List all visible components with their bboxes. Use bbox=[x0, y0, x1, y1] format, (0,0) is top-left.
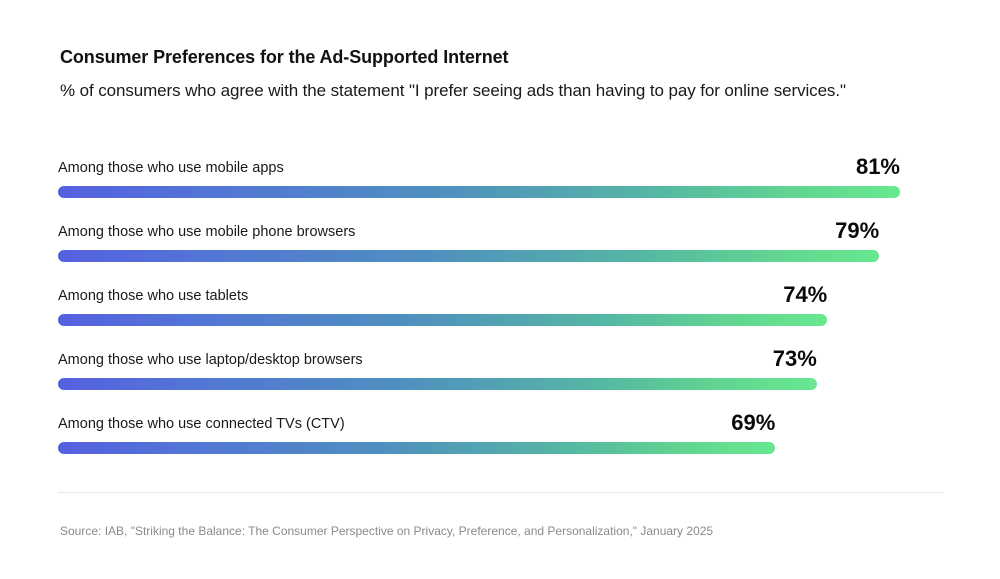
bar-row: Among those who use laptop/desktop brows… bbox=[58, 346, 958, 402]
bar-row: Among those who use mobile apps 81% bbox=[58, 154, 958, 210]
chart-title: Consumer Preferences for the Ad-Supporte… bbox=[60, 47, 509, 67]
bar-value-label: 81% bbox=[855, 154, 900, 179]
chart-subtitle: % of consumers who agree with the statem… bbox=[60, 81, 846, 100]
bar-category-label: Among those who use laptop/desktop brows… bbox=[58, 352, 363, 368]
source-note: Source: IAB, "Striking the Balance: The … bbox=[60, 524, 714, 538]
bar-category-label: Among those who use connected TVs (CTV) bbox=[58, 416, 345, 432]
bar bbox=[58, 186, 900, 198]
bar-row: Among those who use mobile phone browser… bbox=[58, 218, 958, 274]
bar bbox=[58, 378, 817, 390]
bar-category-label: Among those who use tablets bbox=[58, 288, 249, 304]
bar bbox=[58, 442, 776, 454]
bar-row: Among those who use tablets 74% bbox=[58, 282, 958, 338]
bar-value-label: 69% bbox=[731, 410, 776, 435]
bar-chart: Among those who use mobile apps 81% Among … bbox=[58, 0, 958, 579]
bar bbox=[58, 250, 880, 262]
bar-value-label: 79% bbox=[835, 218, 880, 243]
divider bbox=[58, 492, 944, 493]
bar-value-label: 74% bbox=[783, 282, 828, 307]
bar-row: Among those who use connected TVs (CTV) 6… bbox=[58, 410, 958, 466]
bar-category-label: Among those who use mobile phone browser… bbox=[58, 224, 356, 240]
bar-value-label: 73% bbox=[772, 346, 817, 371]
bar-category-label: Among those who use mobile apps bbox=[58, 160, 284, 176]
bar bbox=[58, 314, 828, 326]
